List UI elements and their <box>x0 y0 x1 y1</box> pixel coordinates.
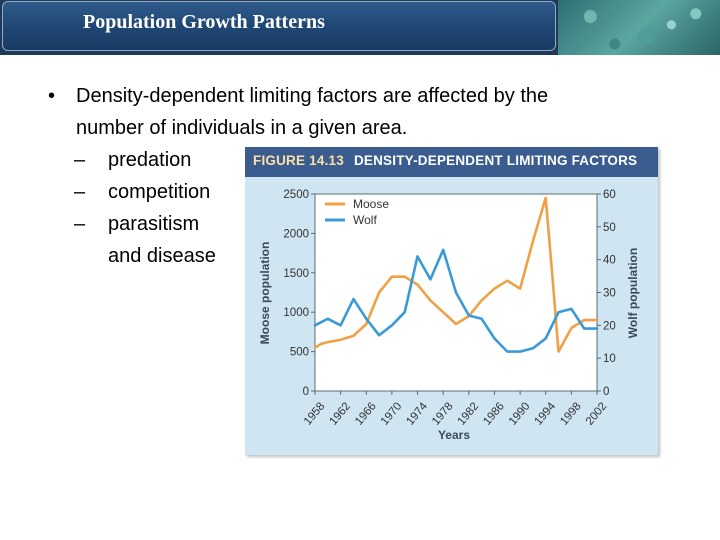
sub-item-parasitism: – parasitism <box>48 208 548 240</box>
bullet-marker: • <box>48 85 56 107</box>
sub-item-disease: and disease <box>48 240 548 272</box>
y-tick-label: 0 <box>303 386 309 398</box>
bullet-text-line-2: number of individuals in a given area. <box>76 117 408 139</box>
x-tick-label: 1982 <box>456 400 482 427</box>
x-tick-label: 1962 <box>327 400 353 427</box>
x-tick-label: 1966 <box>353 400 379 427</box>
dash-marker: – <box>74 149 86 171</box>
sub-item-text: and disease <box>108 245 216 267</box>
bullet-item: • Density-dependent limiting factors are… <box>48 80 548 144</box>
y2-tick-label: 20 <box>603 320 616 332</box>
wolf-series-line <box>313 248 599 353</box>
x-tick-label: 1990 <box>507 400 533 427</box>
figure-label: FIGURE 14.13 <box>253 153 344 168</box>
sub-item-text: predation <box>108 149 192 171</box>
x-tick-label: 1998 <box>558 400 584 427</box>
y2-tick-label: 60 <box>603 189 616 201</box>
x-tick-label: 1978 <box>430 400 456 427</box>
figure-title-band: FIGURE 14.13 DENSITY-DEPENDENT LIMITING F… <box>245 147 658 177</box>
figure-heading: DENSITY-DEPENDENT LIMITING FACTORS <box>353 153 638 168</box>
x-axis-title: Years <box>438 428 470 442</box>
x-tick-label: 1986 <box>481 400 507 427</box>
y-tick-label: 500 <box>290 347 309 359</box>
y-tick-label: 1500 <box>283 268 309 280</box>
y-tick-label: 2000 <box>283 228 309 240</box>
dash-marker: – <box>74 181 86 203</box>
legend-wolf-label: Wolf <box>353 213 377 227</box>
x-tick-label: 1994 <box>533 400 559 428</box>
title-box: Population Growth Patterns <box>2 1 556 51</box>
y2-tick-label: 10 <box>603 353 616 365</box>
slide-title: Population Growth Patterns <box>83 11 325 33</box>
sub-item-text: parasitism <box>108 213 200 235</box>
figure-title: FIGURE 14.13 DENSITY-DEPENDENT LIMITING F… <box>253 153 637 168</box>
y2-tick-label: 40 <box>603 255 616 267</box>
legend-moose-label: Moose <box>353 197 389 211</box>
header-texture-image <box>558 0 720 55</box>
y2-tick-label: 50 <box>603 222 616 234</box>
chart-legend: Moose Wolf <box>325 197 389 227</box>
bullet-list: • Density-dependent limiting factors are… <box>48 80 548 272</box>
y-tick-label: 2500 <box>283 189 309 201</box>
sub-item-text: competition <box>108 181 211 203</box>
slide-header: Population Growth Patterns <box>0 0 720 55</box>
x-tick-label: 1970 <box>379 400 405 427</box>
sub-item-competition: – competition <box>48 176 548 208</box>
moose-series-line <box>313 196 599 353</box>
y2-tick-label: 30 <box>603 288 616 300</box>
y-tick-label: 1000 <box>283 307 309 319</box>
y-axis-title: Moose population <box>258 242 272 345</box>
x-tick-label: 2002 <box>584 400 610 427</box>
y2-tick-label: 0 <box>603 386 609 398</box>
figure-panel: FIGURE 14.13 DENSITY-DEPENDENT LIMITING F… <box>245 147 658 455</box>
x-tick-label: 1974 <box>404 400 430 428</box>
y2-axis-title: Wolf population <box>626 248 640 338</box>
dash-marker: – <box>74 213 86 235</box>
x-tick-label: 1958 <box>302 400 328 427</box>
sub-item-predation: – predation <box>48 144 548 176</box>
bullet-text-line-1: Density-dependent limiting factors are a… <box>76 85 549 107</box>
